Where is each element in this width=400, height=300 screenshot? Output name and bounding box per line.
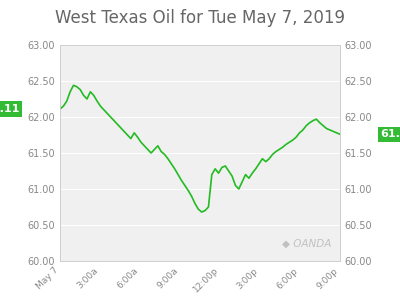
Text: ◆ OANDA: ◆ OANDA	[282, 239, 331, 249]
Text: 62.11: 62.11	[0, 104, 19, 114]
Text: 61.76: 61.76	[380, 129, 400, 139]
Text: West Texas Oil for Tue May 7, 2019: West Texas Oil for Tue May 7, 2019	[55, 9, 345, 27]
